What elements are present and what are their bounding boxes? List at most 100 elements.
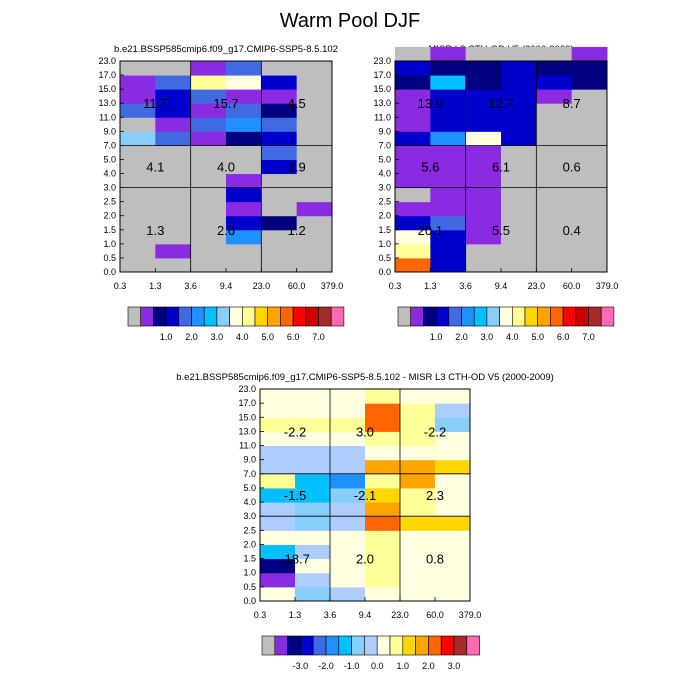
heatmap-cell xyxy=(296,257,333,273)
heatmap-cell xyxy=(155,201,192,217)
region-value-label: -2.1 xyxy=(354,488,376,503)
heatmap-cell xyxy=(430,75,467,90)
heatmap-cell xyxy=(295,473,331,489)
heatmap-cell xyxy=(536,131,573,146)
heatmap-cell xyxy=(260,487,296,503)
heatmap-cell xyxy=(395,257,431,273)
heatmap-cell xyxy=(155,173,192,189)
heatmap-cell xyxy=(430,215,467,231)
heatmap-cell xyxy=(330,558,366,574)
heatmap-cell xyxy=(435,558,471,574)
heatmap-cell xyxy=(536,243,573,259)
legend-swatch xyxy=(428,635,442,656)
heatmap-cell xyxy=(190,229,227,245)
legend-swatch xyxy=(600,306,615,327)
y-tick-label: 11.0 xyxy=(239,441,256,451)
legend-swatch xyxy=(287,635,301,656)
region-value-label: -1.5 xyxy=(284,488,306,503)
y-tick-label: 1.0 xyxy=(103,239,116,249)
heatmap-cell xyxy=(435,544,471,560)
legend-swatch xyxy=(575,306,589,327)
heatmap-cell xyxy=(260,403,296,418)
legend-label: 4.0 xyxy=(506,332,519,342)
heatmap-cell xyxy=(400,417,436,432)
x-tick-label: 379.0 xyxy=(596,281,619,291)
heatmap-cell xyxy=(400,502,436,517)
x-tick-label: 379.0 xyxy=(321,281,344,291)
heatmap-cell xyxy=(190,117,227,132)
y-tick-label: 3.0 xyxy=(103,183,116,193)
region-value-label: -18.7 xyxy=(280,552,310,567)
legend-label: 1.0 xyxy=(160,332,173,342)
heatmap-cell xyxy=(400,389,436,404)
region-value-label: 0.4 xyxy=(563,223,581,238)
x-tick-label: 9.4 xyxy=(220,281,233,291)
heatmap-cell xyxy=(120,61,156,76)
heatmap-cell xyxy=(226,187,262,203)
region-value-label: 0.8 xyxy=(426,552,444,567)
heatmap-cell xyxy=(395,229,431,245)
heatmap-cell xyxy=(226,75,262,90)
legend-swatch xyxy=(389,635,404,656)
heatmap-cell xyxy=(465,145,502,160)
legend-swatch xyxy=(423,306,437,327)
heatmap-cell xyxy=(226,145,262,160)
heatmap-cell xyxy=(435,417,471,432)
region-value-label: -2.2 xyxy=(424,424,446,439)
heatmap-cell xyxy=(400,516,436,531)
legend-swatch xyxy=(473,306,488,327)
heatmap-cell xyxy=(330,445,366,461)
heatmap-cell xyxy=(120,103,156,118)
heatmap-cell xyxy=(435,516,471,531)
x-tick-label: 1.3 xyxy=(289,610,302,620)
heatmap-cell xyxy=(395,159,431,175)
heatmap-cell xyxy=(365,487,401,503)
x-tick-label: 1.3 xyxy=(424,281,437,291)
heatmap-cell xyxy=(261,215,298,231)
heatmap-cell xyxy=(571,173,608,189)
y-tick-label: 0.0 xyxy=(243,596,256,606)
heatmap-cell xyxy=(536,187,573,203)
legend-label: 3.0 xyxy=(448,661,461,671)
region-value-label: -2.2 xyxy=(284,424,306,439)
heatmap-cell xyxy=(365,530,401,545)
y-tick-label: 11.0 xyxy=(374,112,391,122)
legend-label: -1.0 xyxy=(344,661,360,671)
y-tick-label: 5.0 xyxy=(103,154,116,164)
heatmap-cell xyxy=(571,61,608,76)
x-tick-label: 9.4 xyxy=(495,281,508,291)
heatmap-cell xyxy=(501,89,537,104)
heatmap-cell xyxy=(365,516,401,531)
y-tick-label: 1.5 xyxy=(103,225,116,235)
legend-label: 1.0 xyxy=(397,661,410,671)
region-value-label: 2.9 xyxy=(288,160,306,175)
heatmap-cell xyxy=(400,473,436,489)
legend-swatch xyxy=(165,306,180,327)
heatmap-cell xyxy=(155,257,192,273)
heatmap-cell xyxy=(395,117,431,132)
region-value-label: 0.6 xyxy=(563,160,581,175)
heatmap-cell xyxy=(400,431,436,447)
legend-swatch xyxy=(261,635,276,656)
legend-swatch xyxy=(466,635,480,656)
x-tick-label: 379.0 xyxy=(459,610,482,620)
heatmap-cell xyxy=(430,201,467,217)
heatmap-cell xyxy=(296,103,333,118)
legend-swatch xyxy=(267,306,281,327)
heatmap-cell xyxy=(260,516,296,531)
heatmap-cell xyxy=(501,46,537,62)
heatmap-cell xyxy=(226,131,262,146)
legend-label: 2.0 xyxy=(185,332,198,342)
heatmap-cell xyxy=(435,487,471,503)
legend-swatch xyxy=(216,306,230,327)
legend-swatch xyxy=(486,306,500,327)
heatmap-cell xyxy=(536,103,573,118)
heatmap-cell xyxy=(190,145,227,160)
heatmap-cell xyxy=(155,215,192,231)
heatmap-cell xyxy=(571,89,608,104)
y-tick-label: 9.0 xyxy=(243,455,256,465)
legend-swatch xyxy=(300,635,314,656)
legend-swatch xyxy=(402,635,416,656)
x-tick-label: 3.6 xyxy=(324,610,337,620)
